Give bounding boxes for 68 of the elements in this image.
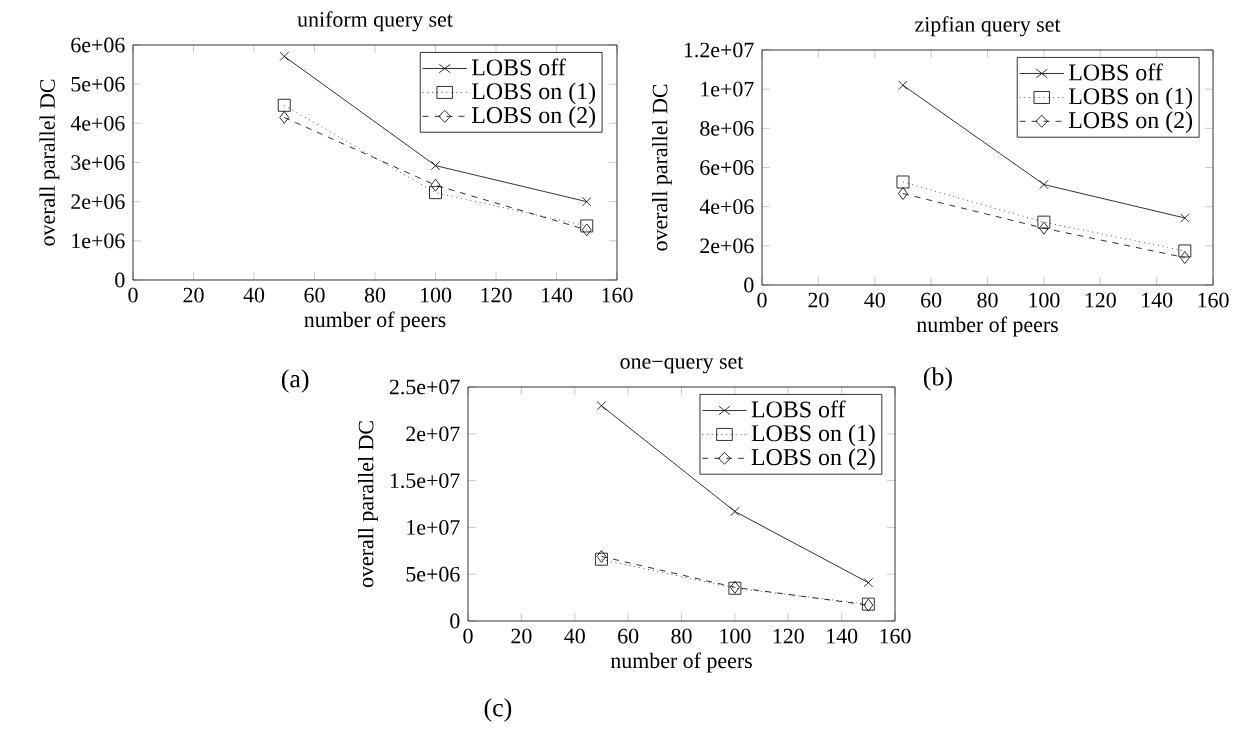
x-axis-title: number of peers — [304, 311, 446, 332]
x-tick-label: 60 — [304, 287, 325, 303]
x-tick-label: 140 — [1142, 292, 1173, 308]
x-tick-label: 160 — [602, 287, 633, 303]
x-tick-label: 160 — [1198, 292, 1229, 308]
x-tick-label: 40 — [243, 287, 265, 303]
legend-label: LOBS off — [471, 58, 566, 76]
x-axis-title: number of peers — [916, 316, 1058, 337]
y-tick-label: 1e+07 — [701, 81, 754, 97]
x-tick-label: 80 — [364, 287, 386, 303]
y-tick-label: 1.2e+07 — [684, 42, 754, 58]
x-tick-label: 20 — [808, 292, 829, 308]
legend-label: LOBS on (2) — [1068, 111, 1193, 134]
y-tick-label: 4e+06 — [70, 115, 125, 131]
y-tick-label: 2.5e+07 — [389, 379, 460, 395]
x-tick-label: 60 — [618, 628, 639, 644]
y-tick-label: 1.5e+07 — [390, 473, 460, 489]
text: (a) — [281, 369, 309, 393]
x-tick-label: 0 — [757, 292, 767, 308]
x-tick-label: 100 — [421, 287, 452, 303]
legend-label: LOBS off — [1068, 63, 1163, 81]
y-tick-label: 2e+06 — [700, 238, 754, 254]
chart-title: one−query set — [620, 356, 744, 374]
x-tick-label: 160 — [880, 628, 911, 644]
y-tick-label: 0 — [115, 272, 125, 288]
legend-label: LOBS on (2) — [751, 448, 875, 471]
x-tick-label: 100 — [1029, 292, 1060, 308]
y-tick-label: 2e+07 — [406, 426, 460, 442]
y-tick-label: 1e+07 — [407, 520, 460, 535]
x-tick-label: 140 — [542, 287, 573, 303]
text: (b) — [923, 367, 952, 391]
y-axis-title: overall parallel DC — [652, 84, 672, 251]
x-tick-label: 100 — [720, 628, 751, 644]
y-tick-label: 0 — [450, 613, 460, 629]
x-tick-label: 20 — [183, 287, 204, 303]
x-tick-label: 0 — [463, 628, 473, 644]
x-tick-label: 40 — [564, 628, 585, 644]
chart-title: zipfian query set — [915, 16, 1061, 37]
legend-label: LOBS on (1) — [751, 424, 875, 447]
x-tick-label: 60 — [921, 292, 942, 308]
y-tick-label: 5e+06 — [71, 76, 125, 92]
x-tick-label: 140 — [827, 628, 858, 644]
y-tick-label: 3e+06 — [71, 155, 125, 170]
legend-label: LOBS on (2) — [471, 106, 596, 129]
y-tick-label: 2e+06 — [71, 194, 125, 210]
chart-title: uniform query set — [297, 11, 453, 32]
y-tick-label: 5e+06 — [406, 566, 460, 582]
y-tick-label: 6e+06 — [71, 37, 125, 53]
y-tick-label: 4e+06 — [699, 199, 754, 215]
legend-label: LOBS off — [751, 400, 846, 418]
x-tick-label: 40 — [864, 292, 885, 308]
x-tick-label: 120 — [773, 628, 804, 644]
x-tick-label: 120 — [481, 287, 512, 303]
legend-label: LOBS on (1) — [1068, 87, 1193, 110]
x-tick-label: 80 — [671, 628, 692, 644]
x-tick-label: 0 — [128, 287, 138, 303]
x-tick-label: 80 — [977, 292, 998, 308]
y-tick-label: 6e+06 — [700, 160, 754, 175]
x-tick-label: 120 — [1085, 292, 1116, 308]
y-axis-title: overall parallel DC — [358, 421, 378, 588]
y-axis-title: overall parallel DC — [39, 79, 60, 246]
y-tick-label: 8e+06 — [700, 120, 754, 136]
x-tick-label: 20 — [511, 628, 532, 644]
text: (c) — [484, 698, 512, 722]
y-tick-label: 1e+06 — [72, 233, 125, 249]
y-tick-label: 0 — [744, 277, 754, 293]
x-axis-title: number of peers — [610, 652, 752, 673]
legend-label: LOBS on (1) — [471, 82, 596, 105]
